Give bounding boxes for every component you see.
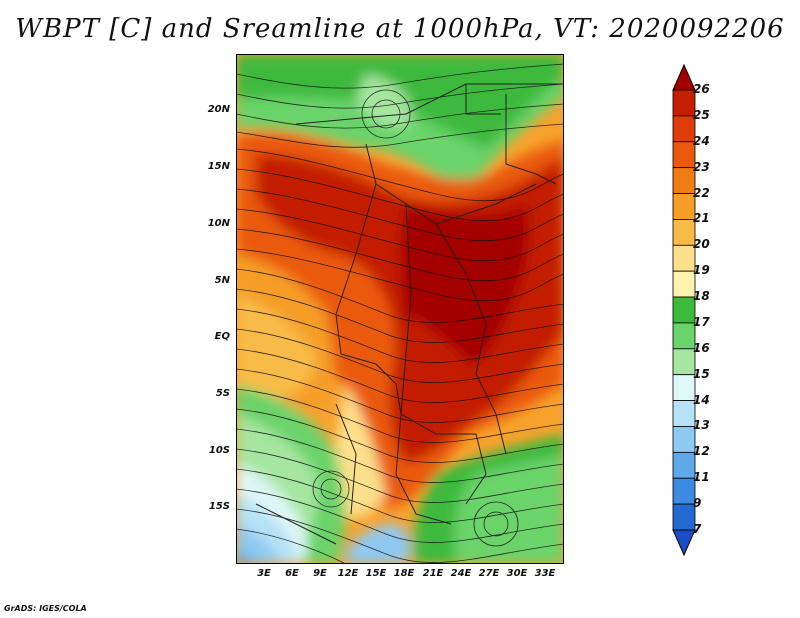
colorbar-label: 20 xyxy=(693,237,710,252)
colorbar-bin xyxy=(672,89,696,117)
colorbar-bin xyxy=(672,219,696,246)
lat-label-10s: 10S xyxy=(208,445,230,456)
colorbar-bin xyxy=(672,374,696,401)
colorbar-label: 12 xyxy=(693,444,710,459)
colorbar-bin xyxy=(672,193,696,220)
map-title: WBPT [C] and Sreamline at 1000hPa, VT: 2… xyxy=(15,14,785,44)
colorbar-label: 17 xyxy=(693,314,710,329)
lon-label-12e: 12E xyxy=(337,568,359,579)
colorbar-bin xyxy=(672,270,696,298)
colorbar-bottom-triangle xyxy=(672,529,696,557)
colorbar-label: 18 xyxy=(693,289,710,304)
lon-label-3e: 3E xyxy=(257,568,271,579)
colorbar-label: 21 xyxy=(693,211,710,226)
colorbar-label: 9 xyxy=(693,496,702,511)
colorbar-label: 25 xyxy=(693,107,710,122)
lon-label-15e: 15E xyxy=(365,568,387,579)
lat-label-5s: 5S xyxy=(215,388,230,399)
colorbar-bin xyxy=(672,244,696,272)
colorbar-bin xyxy=(672,451,696,479)
colorbar-bin xyxy=(672,115,696,143)
lat-label-eq: EQ xyxy=(214,331,230,342)
lon-label-24e: 24E xyxy=(450,568,472,579)
colorbar-bin xyxy=(672,426,696,453)
lon-label-33e: 33E xyxy=(534,568,556,579)
colorbar-label: 13 xyxy=(693,418,710,433)
colorbar-top-triangle xyxy=(672,63,696,91)
colorbar-bin xyxy=(672,167,696,194)
lon-label-21e: 21E xyxy=(422,568,444,579)
colorbar-bin xyxy=(672,141,696,169)
colorbar-bin xyxy=(672,477,696,505)
lat-label-10n: 10N xyxy=(207,218,230,229)
colorbar-label: 16 xyxy=(693,340,710,355)
colorbar-label: 26 xyxy=(693,82,710,96)
grads-credit: GrADS: IGES/COLA xyxy=(4,604,87,613)
lat-label-5n: 5N xyxy=(214,275,230,286)
colorbar-label: 24 xyxy=(693,133,710,148)
colorbar-label: 23 xyxy=(693,159,710,174)
colorbar-label: 15 xyxy=(693,366,710,381)
lat-label-20n: 20N xyxy=(207,104,230,115)
colorbar-bin xyxy=(672,322,696,350)
lon-label-9e: 9E xyxy=(313,568,327,579)
lon-label-27e: 27E xyxy=(478,568,500,579)
colorbar-bin xyxy=(672,400,696,427)
colorbar-label: 11 xyxy=(693,470,710,485)
lon-label-30e: 30E xyxy=(506,568,528,579)
colorbar-bin xyxy=(672,296,696,324)
colorbar-label: 7 xyxy=(693,522,702,536)
lat-label-15n: 15N xyxy=(207,161,230,172)
lon-label-6e: 6E xyxy=(285,568,299,579)
colorbar-label: 14 xyxy=(693,392,710,407)
lon-label-18e: 18E xyxy=(393,568,415,579)
wbpt-field-map xyxy=(236,54,564,564)
lat-label-15s: 15S xyxy=(208,501,230,512)
map-panel xyxy=(236,54,564,564)
colorbar-bin xyxy=(672,503,696,531)
colorbar-bin xyxy=(672,348,696,376)
colorbar-label: 19 xyxy=(693,263,710,278)
colorbar-label: 22 xyxy=(693,185,710,200)
colorbar xyxy=(672,63,696,557)
